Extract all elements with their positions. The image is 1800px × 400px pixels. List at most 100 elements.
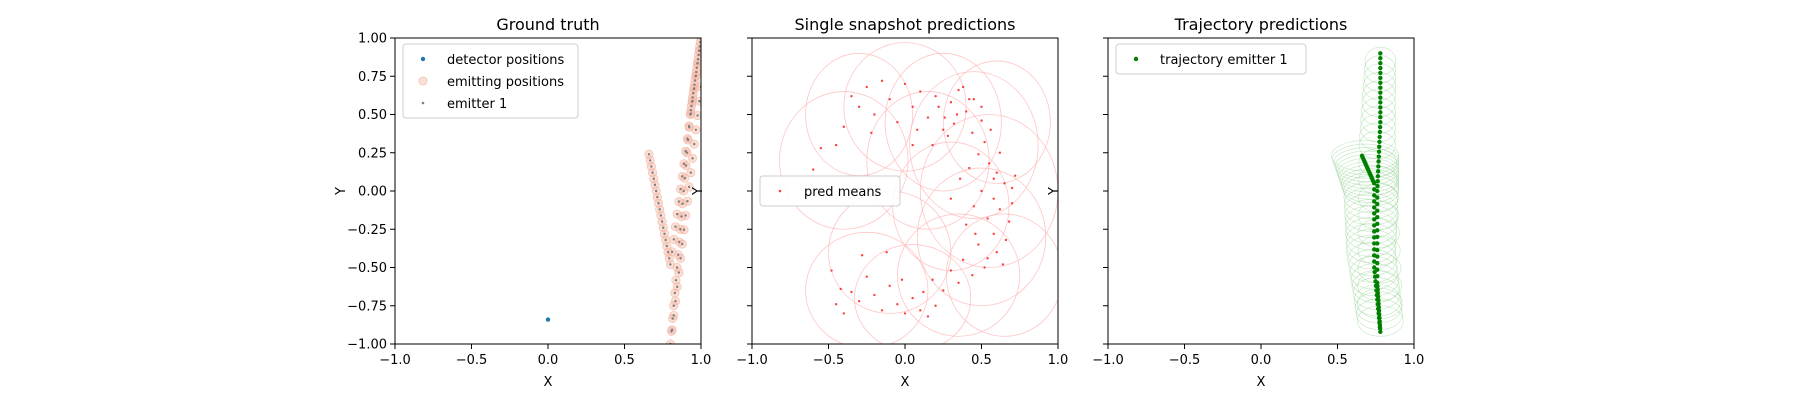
data-point: [670, 250, 674, 254]
data-point: [1376, 149, 1382, 154]
data-point: [989, 128, 992, 131]
data-point: [1378, 105, 1383, 110]
data-point: [1375, 188, 1380, 194]
data-point: [1375, 267, 1380, 272]
data-point: [1010, 186, 1014, 190]
data-point: [692, 87, 696, 91]
legend-label: trajectory emitter 1: [1160, 53, 1288, 68]
data-point: [842, 312, 845, 315]
legend-marker: [778, 189, 782, 193]
x-tick-label: −1.0: [736, 353, 768, 368]
data-point: [678, 240, 681, 244]
x-tick-label: −1.0: [379, 353, 411, 368]
data-point: [957, 281, 960, 284]
series-1: [545, 317, 551, 322]
data-point: [961, 85, 965, 89]
data-point: [1377, 315, 1382, 320]
legend-label: pred means: [804, 185, 882, 200]
data-point: [695, 66, 699, 69]
x-axis-label: X: [901, 375, 910, 390]
data-point: [1376, 164, 1381, 169]
data-point: [842, 125, 845, 128]
plot-area: [545, 38, 701, 344]
data-point: [1377, 312, 1382, 317]
data-point: [980, 105, 983, 109]
data-point: [931, 278, 934, 281]
data-point: [987, 162, 991, 165]
data-point: [839, 287, 842, 291]
data-point: [1010, 202, 1014, 205]
data-point: [934, 304, 937, 307]
x-tick-label: −0.5: [456, 353, 488, 368]
legend: detector positions emitting positions emit…: [402, 43, 579, 119]
data-point: [681, 175, 684, 178]
data-point: [679, 228, 682, 231]
axes-frame: [1107, 37, 1415, 345]
data-point: [903, 82, 907, 86]
uncertainty-ellipse: [779, 91, 909, 230]
chart-title: Trajectory predictions: [1174, 15, 1348, 34]
data-point: [992, 197, 995, 200]
uncertainty-ellipse: [1332, 143, 1400, 175]
data-point: [1378, 85, 1383, 90]
data-point: [971, 131, 974, 135]
data-point: [919, 309, 922, 312]
data-point: [873, 113, 876, 116]
data-point: [1372, 205, 1377, 210]
data-point: [1378, 329, 1383, 334]
data-point: [656, 195, 659, 199]
data-point: [1376, 308, 1382, 313]
data-point: [1375, 174, 1381, 179]
y-axis-label: Y: [691, 187, 706, 196]
x-tick-label: −1.0: [1092, 353, 1124, 368]
data-point: [696, 62, 699, 65]
data-point: [949, 269, 953, 272]
data-point: [1375, 241, 1380, 246]
data-point: [885, 251, 888, 254]
data-point: [830, 269, 833, 272]
data-point: [986, 217, 989, 220]
uncertainty-ellipse: [828, 190, 952, 314]
data-point: [694, 96, 701, 106]
y-tick-label: 0.50: [358, 108, 387, 123]
data-point: [955, 113, 959, 116]
legend-marker: [418, 76, 428, 86]
data-point: [995, 251, 998, 254]
data-point: [1372, 199, 1377, 204]
data-point: [685, 151, 689, 154]
data-point: [698, 49, 701, 52]
x-tick-label: −0.5: [813, 353, 845, 368]
data-point: [653, 183, 657, 187]
data-point: [943, 116, 946, 119]
data-point: [922, 290, 925, 294]
data-point: [652, 177, 655, 180]
data-point: [911, 296, 914, 300]
data-point: [952, 122, 956, 125]
data-point: [676, 212, 679, 216]
data-point: [659, 214, 663, 217]
data-point: [1375, 280, 1380, 285]
axes-frame: [394, 37, 702, 345]
data-point: [934, 94, 937, 98]
data-point: [698, 100, 701, 103]
x-tick-label: 0.5: [1327, 353, 1348, 368]
uncertainty-ellipse: [945, 213, 1058, 337]
data-point: [1375, 208, 1380, 213]
data-point: [695, 70, 698, 74]
data-point: [651, 171, 654, 174]
uncertainty-ellipse: [909, 71, 1039, 219]
data-point: [689, 113, 692, 116]
uncertainty-ellipse: [805, 231, 929, 344]
data-point: [1372, 181, 1377, 186]
data-point: [1375, 228, 1380, 233]
y-axis-label: Y: [1047, 187, 1062, 196]
data-point: [965, 110, 968, 113]
y-tick-label: −0.25: [347, 223, 387, 238]
chart-title: Single snapshot predictions: [795, 15, 1016, 34]
data-point: [873, 293, 876, 297]
data-point: [1378, 60, 1383, 66]
data-point: [880, 79, 884, 83]
data-point: [682, 189, 685, 193]
data-point: [1378, 115, 1383, 120]
